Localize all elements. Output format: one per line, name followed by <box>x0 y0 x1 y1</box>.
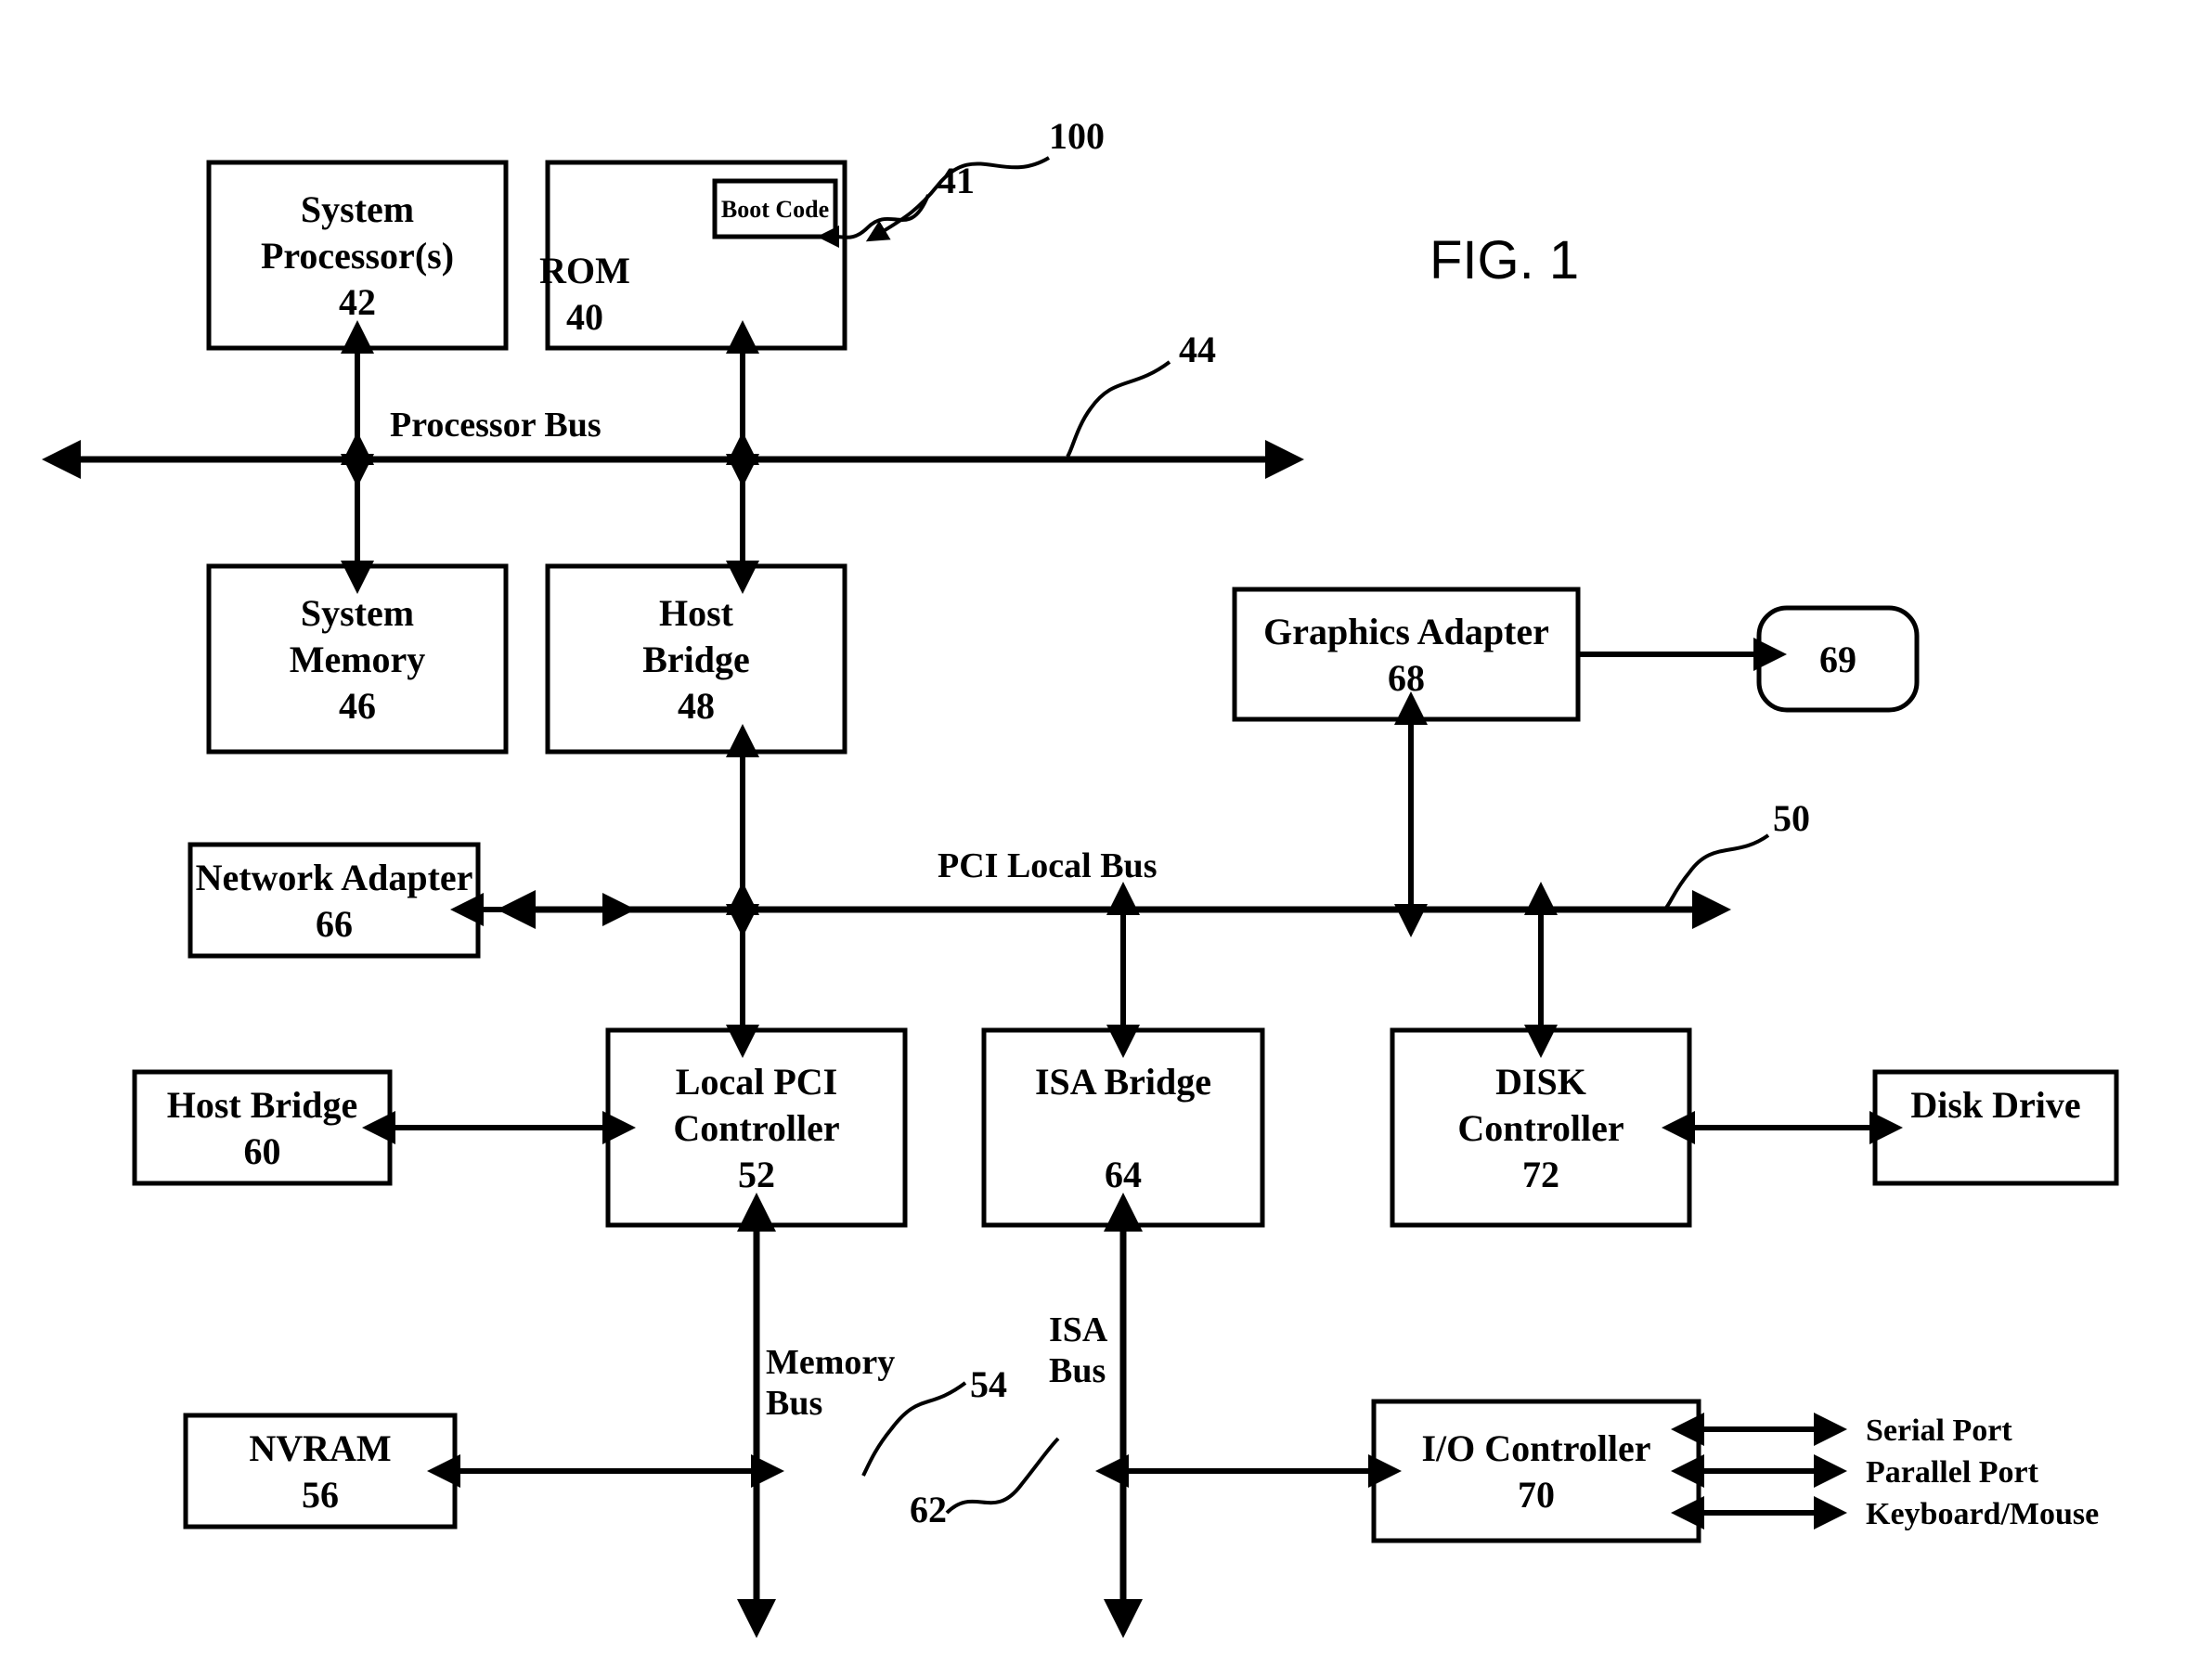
memory-bus-label-1: Bus <box>766 1384 822 1423</box>
ioctrl-label-1: 70 <box>1518 1474 1555 1516</box>
gfx-label-0: Graphics Adapter <box>1263 611 1549 652</box>
sys_mem-label-0: System <box>301 592 414 634</box>
io-label-1: Parallel Port <box>1866 1455 2039 1490</box>
diskc-label-0: DISK <box>1495 1061 1586 1103</box>
callout-54 <box>863 1383 965 1476</box>
sys_mem-label-2: 46 <box>339 685 376 727</box>
nvram-label-1: 56 <box>302 1474 339 1516</box>
callout-num-62: 62 <box>910 1489 947 1530</box>
sys_proc-label-2: 42 <box>339 281 376 323</box>
processor-bus-label: Processor Bus <box>390 406 602 445</box>
gfx-box <box>1235 589 1578 719</box>
isa-bus-label-0: ISA <box>1049 1310 1108 1349</box>
memory-bus-label-0: Memory <box>766 1343 895 1382</box>
callout-44 <box>1067 362 1170 457</box>
isa-bus-label-1: Bus <box>1049 1351 1106 1390</box>
isa-label-0: ISA Bridge <box>1035 1061 1211 1103</box>
io-label-0: Serial Port <box>1866 1413 2012 1448</box>
callout-num-44: 44 <box>1179 329 1216 370</box>
rom-label-1: ROM <box>539 250 630 291</box>
pci-bus-label: PCI Local Bus <box>938 846 1157 885</box>
lpc-label-1: Controller <box>673 1107 839 1149</box>
nvram-label-0: NVRAM <box>249 1427 391 1469</box>
io-label-2: Keyboard/Mouse <box>1866 1497 2099 1531</box>
hb60-label-0: Host Bridge <box>167 1084 358 1126</box>
sys_mem-label-1: Memory <box>290 639 426 680</box>
host_bridge-label-0: Host <box>659 592 734 634</box>
boot_code-label-0: Boot Code <box>721 196 829 223</box>
ioctrl-box <box>1374 1401 1699 1541</box>
rom-label-2: 40 <box>566 296 603 338</box>
callout-62 <box>947 1439 1058 1513</box>
disp-label-0: 69 <box>1819 639 1856 680</box>
net-label-0: Network Adapter <box>196 857 473 898</box>
ioctrl-label-0: I/O Controller <box>1421 1427 1650 1469</box>
callout-num-100: 100 <box>1049 115 1105 157</box>
callout-num-54: 54 <box>970 1363 1007 1405</box>
sys_proc-label-1: Processor(s) <box>261 235 454 277</box>
hb60-label-1: 60 <box>244 1130 281 1172</box>
diskd-label-0: Disk Drive <box>1910 1084 2080 1126</box>
lpc-label-2: 52 <box>738 1154 775 1195</box>
gfx-label-1: 68 <box>1388 657 1425 699</box>
callout-50 <box>1666 835 1768 908</box>
net-label-1: 66 <box>316 903 353 945</box>
sys_proc-label-0: System <box>301 188 414 230</box>
figure-label: FIG. 1 <box>1429 230 1579 290</box>
diskc-label-2: 72 <box>1522 1154 1559 1195</box>
callout-num-41: 41 <box>938 160 975 201</box>
callout-num-50: 50 <box>1773 797 1810 839</box>
isa-label-2: 64 <box>1105 1154 1142 1195</box>
isa-box <box>984 1030 1262 1225</box>
diskc-label-1: Controller <box>1457 1107 1623 1149</box>
host_bridge-label-2: 48 <box>678 685 715 727</box>
host_bridge-label-1: Bridge <box>642 639 750 680</box>
lpc-label-0: Local PCI <box>676 1061 837 1103</box>
